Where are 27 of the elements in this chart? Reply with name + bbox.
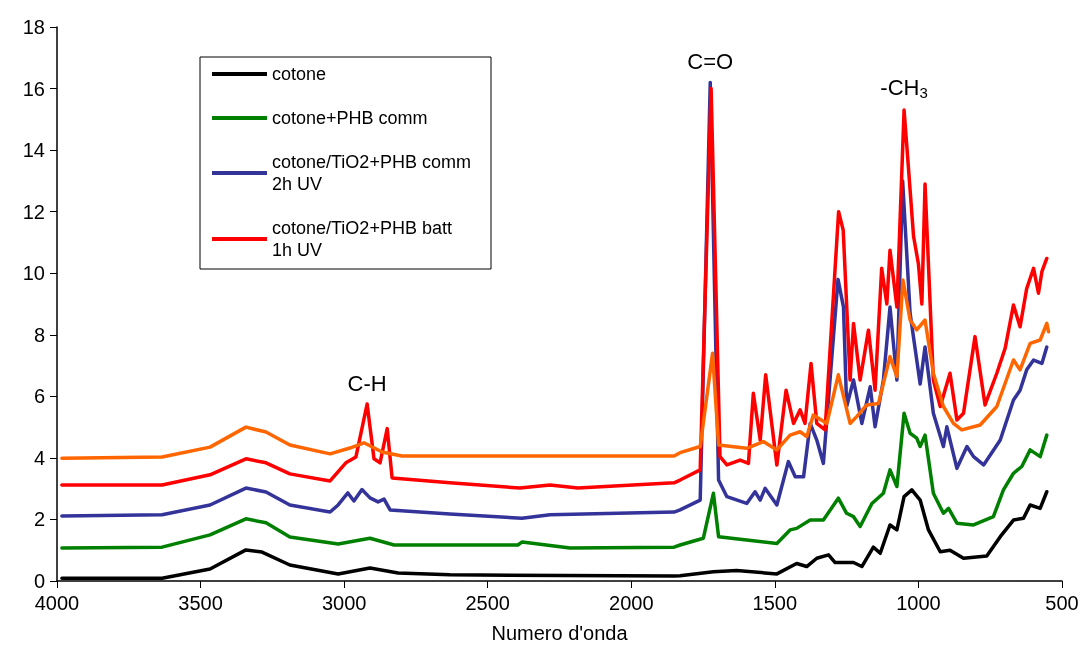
y-tick-label: 10 bbox=[22, 262, 45, 285]
x-tick-label: 3000 bbox=[321, 592, 367, 614]
line-series bbox=[60, 411, 1049, 550]
y-tick-label: 6 bbox=[33, 385, 45, 408]
y-tick-label: 16 bbox=[22, 77, 45, 100]
x-tick-label: 4000 bbox=[34, 592, 80, 614]
x-tick-label: 2000 bbox=[609, 592, 654, 614]
x-tick-label: 1500 bbox=[752, 592, 798, 614]
y-tick-label: 12 bbox=[22, 200, 45, 223]
annotation: C=O bbox=[687, 48, 734, 74]
y-tick-label: 0 bbox=[33, 570, 45, 592]
y-tick-label: 2 bbox=[33, 508, 45, 531]
y-tick-label: 8 bbox=[33, 323, 45, 346]
y-tick-label: 18 bbox=[22, 16, 45, 38]
line-series bbox=[60, 278, 1051, 460]
legend-label: cotone bbox=[272, 64, 327, 84]
x-tick-label: 3500 bbox=[178, 592, 223, 614]
legend-label: cotone/TiO2+PHB batt 1h UV bbox=[272, 218, 457, 260]
annotation: C-H bbox=[347, 370, 387, 396]
y-tick-label: 14 bbox=[22, 139, 45, 162]
x-tick-label: 500 bbox=[1045, 592, 1079, 614]
legend-label: cotone+PHB comm bbox=[272, 108, 428, 128]
x-axis-title: Numero d'onda bbox=[491, 622, 629, 644]
y-tick-label: 4 bbox=[33, 446, 45, 469]
x-tick-label: 1000 bbox=[896, 592, 941, 614]
legend-label: cotone/TiO2+PHB comm 2h UV bbox=[272, 152, 476, 194]
x-tick-label: 2500 bbox=[465, 592, 510, 614]
